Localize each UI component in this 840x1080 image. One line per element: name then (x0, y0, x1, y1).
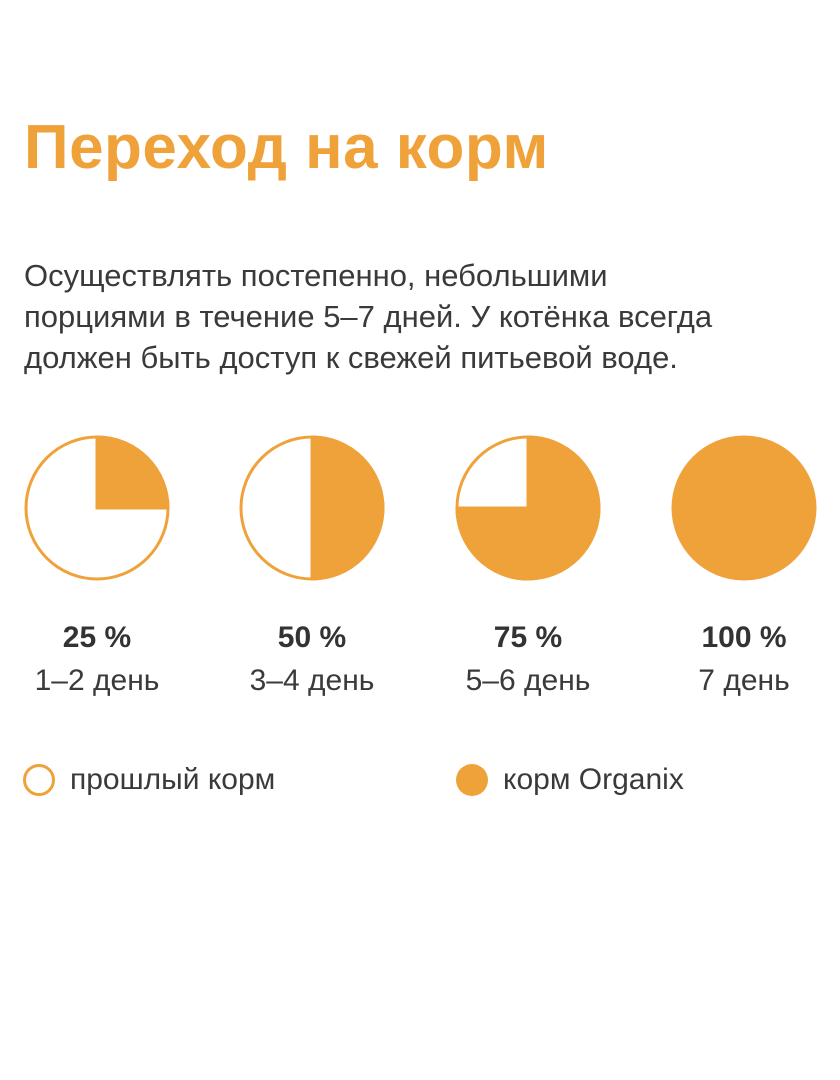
pie-label-3: 75 % 5–6 день (428, 618, 628, 704)
pie-slice-organix (310, 435, 385, 581)
pie-day: 7 день (698, 664, 790, 697)
page-title: Переход на корм (24, 113, 549, 182)
pie-slice-organix (671, 435, 817, 581)
pie-day: 1–2 день (34, 664, 160, 697)
legend-swatch-old-icon (23, 764, 55, 796)
pie-2 (239, 435, 385, 581)
legend: прошлый корм корм Organix (0, 755, 840, 815)
pie-charts (24, 435, 817, 581)
legend-label: прошлый корм (70, 763, 276, 796)
description-line: порциями в течение 5–7 дней. У котёнка в… (24, 299, 713, 334)
pie-percent: 100 % (701, 621, 787, 654)
pie-percent: 75 % (493, 621, 563, 654)
pie-percent: 50 % (277, 621, 347, 654)
description-line: Осуществлять постепенно, небольшими (24, 258, 608, 293)
legend-swatch-organix-icon (456, 764, 488, 796)
pie-3 (455, 435, 601, 581)
pie-labels: 25 % 1–2 день 50 % 3–4 день 75 % 5–6 ден… (0, 618, 840, 708)
description: Осуществлять постепенно, небольшими порц… (24, 255, 834, 378)
pie-label-4: 100 % 7 день (644, 618, 840, 704)
legend-item-old-food: прошлый корм (22, 755, 275, 805)
pie-outline (239, 435, 385, 581)
legend-label: корм Organix (503, 763, 684, 796)
pie-day: 5–6 день (465, 664, 591, 697)
description-line: должен быть доступ к свежей питьевой вод… (24, 340, 678, 375)
pie-label-1: 25 % 1–2 день (0, 618, 197, 704)
pie-day: 3–4 день (249, 664, 375, 697)
pie-4 (671, 435, 817, 581)
pie-outline (24, 435, 170, 581)
legend-item-organix: корм Organix (455, 755, 684, 805)
pie-label-2: 50 % 3–4 день (212, 618, 412, 704)
pie-outline (455, 435, 601, 581)
pie-1 (24, 435, 170, 581)
pie-percent: 25 % (62, 621, 132, 654)
